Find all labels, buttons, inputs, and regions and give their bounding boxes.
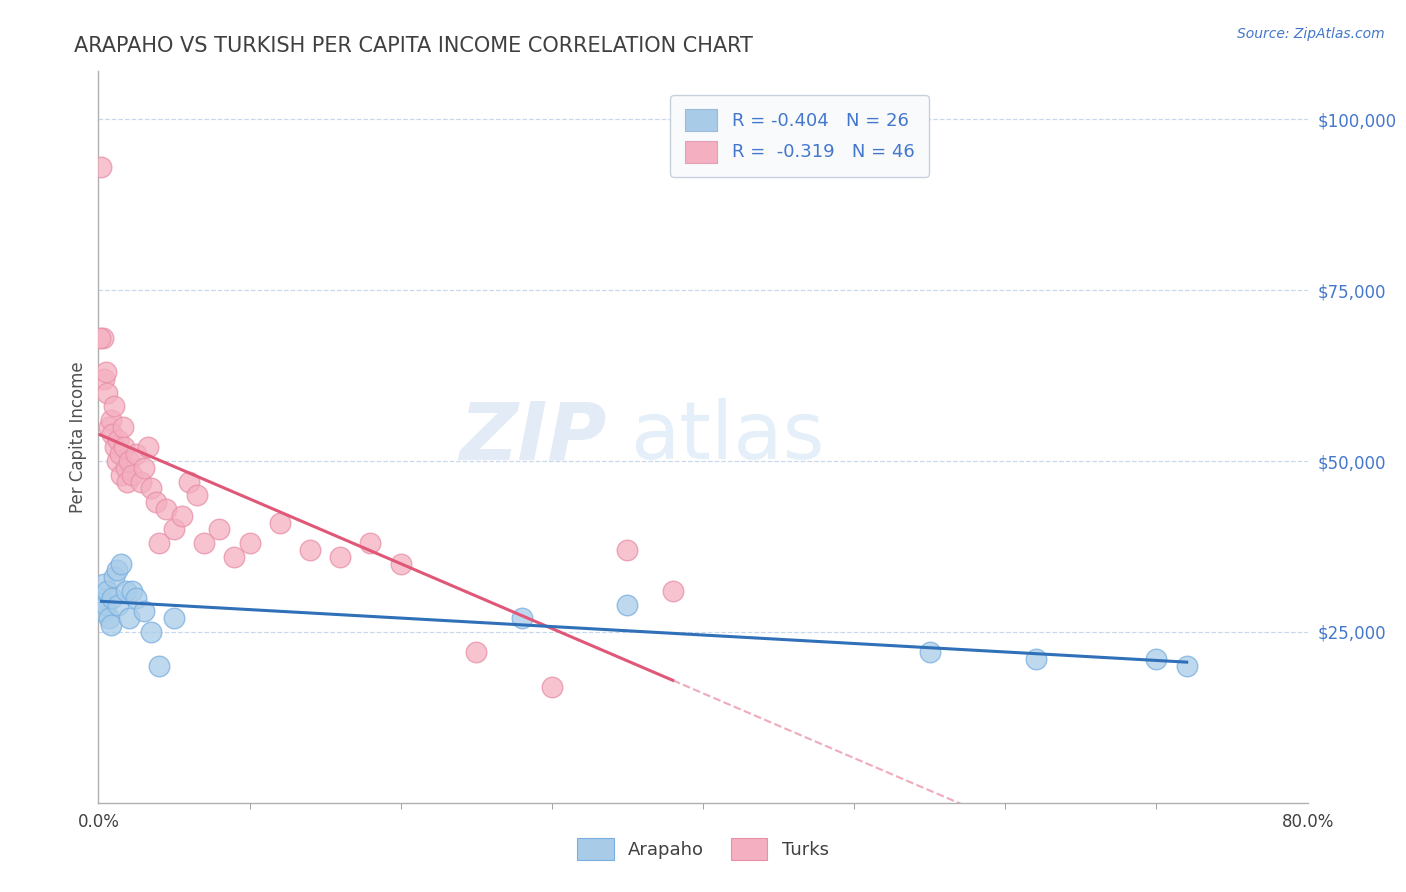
Point bbox=[465, 645, 488, 659]
Point bbox=[540, 680, 562, 694]
Point bbox=[114, 583, 136, 598]
Text: Source: ZipAtlas.com: Source: ZipAtlas.com bbox=[1237, 27, 1385, 41]
Point bbox=[132, 604, 155, 618]
Point bbox=[93, 577, 115, 591]
Point bbox=[141, 481, 163, 495]
Point bbox=[98, 420, 121, 434]
Point bbox=[105, 563, 128, 577]
Point bbox=[129, 475, 152, 489]
Legend: R = -0.404   N = 26, R =  -0.319   N = 46: R = -0.404 N = 26, R = -0.319 N = 46 bbox=[671, 95, 929, 177]
Point bbox=[112, 440, 135, 454]
Text: ARAPAHO VS TURKISH PER CAPITA INCOME CORRELATION CHART: ARAPAHO VS TURKISH PER CAPITA INCOME COR… bbox=[75, 36, 754, 56]
Point bbox=[91, 604, 114, 618]
Point bbox=[1175, 659, 1198, 673]
Point bbox=[98, 611, 121, 625]
Point bbox=[89, 331, 111, 345]
Text: atlas: atlas bbox=[630, 398, 825, 476]
Point bbox=[104, 440, 127, 454]
Point bbox=[163, 611, 186, 625]
Point bbox=[107, 434, 129, 448]
Point bbox=[179, 475, 201, 489]
Text: ZIP: ZIP bbox=[458, 398, 606, 476]
Point bbox=[93, 372, 115, 386]
Point bbox=[105, 454, 128, 468]
Point bbox=[163, 522, 186, 536]
Y-axis label: Per Capita Income: Per Capita Income bbox=[69, 361, 87, 513]
Point bbox=[616, 542, 638, 557]
Point bbox=[170, 508, 193, 523]
Point bbox=[100, 413, 122, 427]
Point bbox=[360, 536, 382, 550]
Point bbox=[661, 583, 683, 598]
Point bbox=[91, 331, 114, 345]
Point bbox=[110, 557, 132, 571]
Point bbox=[90, 591, 112, 605]
Point bbox=[107, 598, 129, 612]
Point bbox=[136, 440, 159, 454]
Point bbox=[111, 420, 134, 434]
Point bbox=[239, 536, 262, 550]
Point bbox=[329, 549, 352, 564]
Point bbox=[132, 460, 155, 475]
Point bbox=[125, 447, 148, 461]
Point bbox=[389, 557, 412, 571]
Point bbox=[101, 426, 124, 441]
Point bbox=[141, 624, 163, 639]
Point bbox=[155, 501, 177, 516]
Point bbox=[108, 447, 131, 461]
Point bbox=[118, 454, 141, 468]
Point bbox=[299, 542, 322, 557]
Point bbox=[148, 536, 170, 550]
Point bbox=[616, 598, 638, 612]
Point bbox=[148, 659, 170, 673]
Point bbox=[103, 400, 125, 414]
Point bbox=[1144, 652, 1167, 666]
Point bbox=[114, 460, 136, 475]
Point bbox=[125, 591, 148, 605]
Point bbox=[101, 591, 124, 605]
Point bbox=[145, 495, 167, 509]
Point bbox=[96, 385, 118, 400]
Point bbox=[100, 618, 122, 632]
Point bbox=[90, 160, 112, 174]
Point bbox=[186, 488, 208, 502]
Point bbox=[208, 522, 231, 536]
Point bbox=[269, 516, 291, 530]
Point bbox=[110, 467, 132, 482]
Point bbox=[510, 611, 533, 625]
Point bbox=[96, 583, 118, 598]
Point bbox=[918, 645, 941, 659]
Point bbox=[1024, 652, 1046, 666]
Point bbox=[193, 536, 215, 550]
Point bbox=[115, 475, 138, 489]
Point bbox=[118, 611, 141, 625]
Point bbox=[121, 583, 143, 598]
Point bbox=[121, 467, 143, 482]
Point bbox=[94, 365, 117, 379]
Point bbox=[94, 598, 117, 612]
Point bbox=[224, 549, 246, 564]
Point bbox=[103, 570, 125, 584]
